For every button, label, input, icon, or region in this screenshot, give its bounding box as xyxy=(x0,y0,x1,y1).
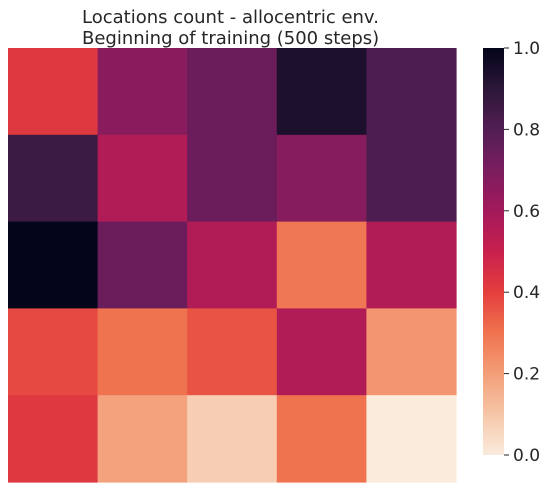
colorbar-tick-label-3: 0.6 xyxy=(513,202,540,222)
heatmap-cell-r3-c0 xyxy=(8,308,99,396)
heatmap-cell-r1-c0 xyxy=(8,134,99,223)
heatmap-cell-r1-c1 xyxy=(97,134,188,223)
heatmap-cells xyxy=(8,48,457,483)
heatmap-cell-r0-c0 xyxy=(8,48,99,136)
heatmap-cell-r4-c0 xyxy=(8,395,99,483)
heatmap-cell-r1-c2 xyxy=(187,134,278,223)
chart-title-line-2: Beginning of training (500 steps) xyxy=(82,28,379,49)
heatmap-cell-r3-c2 xyxy=(187,308,278,396)
colorbar: 0.0 0.2 0.4 0.6 0.8 1.0 xyxy=(483,39,540,466)
colorbar-tick-label-1: 0.2 xyxy=(513,365,540,385)
colorbar-tick-label-2: 0.4 xyxy=(513,283,540,303)
heatmap-cell-r2-c2 xyxy=(187,221,278,309)
heatmap-cell-r4-c4 xyxy=(366,395,457,483)
heatmap-cell-r1-c4 xyxy=(366,134,457,223)
heatmap-cell-r0-c4 xyxy=(366,48,457,136)
heatmap-cell-r4-c1 xyxy=(97,395,188,483)
heatmap-cell-r0-c3 xyxy=(276,48,367,136)
colorbar-ticks: 0.0 0.2 0.4 0.6 0.8 1.0 xyxy=(504,39,540,466)
heatmap-cell-r3-c3 xyxy=(276,308,367,396)
chart-title-line-1: Locations count - allocentric env. xyxy=(82,7,379,28)
heatmap-cell-r4-c3 xyxy=(276,395,367,483)
colorbar-tick-label-0: 0.0 xyxy=(513,446,540,466)
heatmap-cell-r2-c3 xyxy=(276,221,367,309)
heatmap-cell-r1-c3 xyxy=(276,134,367,223)
heatmap-cell-r3-c1 xyxy=(97,308,188,396)
colorbar-gradient xyxy=(483,48,504,455)
heatmap-cell-r0-c2 xyxy=(187,48,278,136)
colorbar-tick-label-5: 1.0 xyxy=(513,39,540,59)
heatmap-cell-r4-c2 xyxy=(187,395,278,483)
heatmap-cell-r2-c4 xyxy=(366,221,457,309)
colorbar-tick-label-4: 0.8 xyxy=(513,120,540,140)
heatmap-cell-r3-c4 xyxy=(366,308,457,396)
heatmap-cell-r0-c1 xyxy=(97,48,188,136)
heatmap-cell-r2-c1 xyxy=(97,221,188,309)
heatmap-cell-r2-c0 xyxy=(8,221,99,309)
